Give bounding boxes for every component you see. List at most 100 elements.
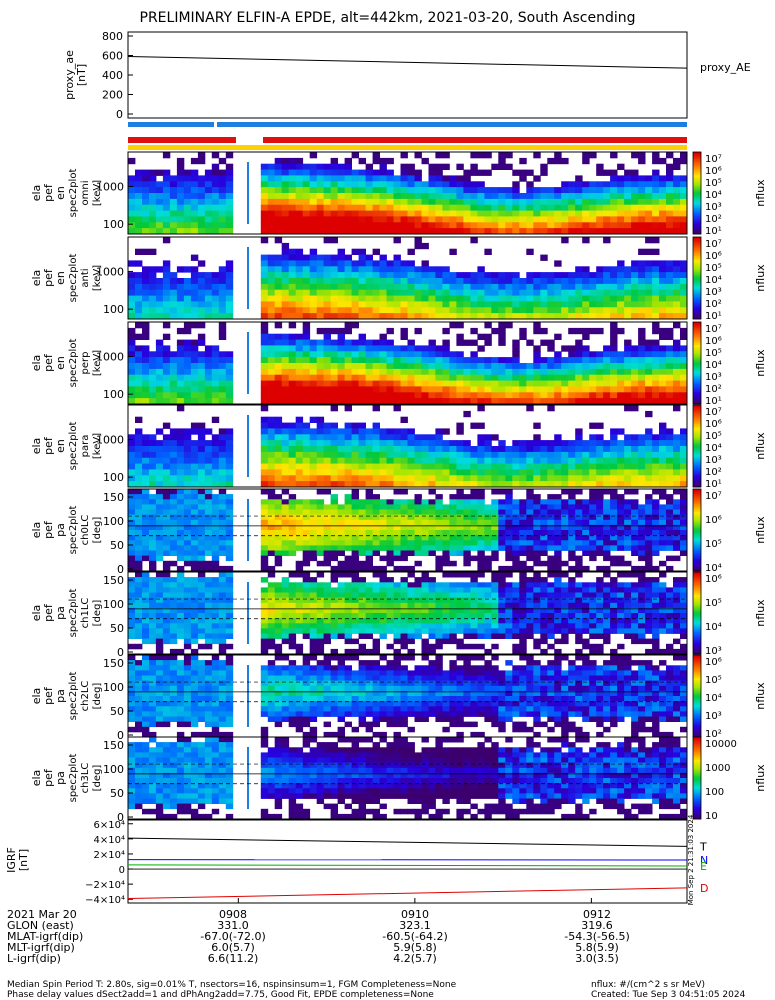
igrf-tick-label: −2×10⁴ — [85, 880, 125, 891]
spectrogram-ylabel: en — [54, 356, 67, 370]
orbit-row-value: 0908 — [219, 908, 247, 921]
spectrogram-tick-label: 50 — [110, 705, 124, 718]
proxy-ae-tick-label: 400 — [102, 69, 123, 82]
orbit-row-label: MLT-igrf(dip) — [7, 941, 75, 954]
footer-line-1: Median Spin Period T: 2.80s, sig=0.01% T… — [7, 980, 457, 990]
igrf-tick-label: −4×10⁴ — [85, 895, 125, 906]
colorbar-5 — [692, 571, 702, 655]
igrf-tick-label: 2×10⁴ — [94, 850, 125, 861]
spectrogram-tick-label: 150 — [103, 491, 124, 504]
spectrogram-ylabel: [deg] — [92, 765, 103, 792]
spectrogram-ylabel: pef — [42, 353, 55, 372]
spectrogram-tick-label: 100 — [103, 598, 124, 611]
colorbar-2 — [692, 321, 702, 405]
proxy-ae-tick-label: 0 — [116, 108, 123, 121]
status-bar-red-1 — [128, 137, 236, 143]
spectrogram-ylabel: ela — [30, 522, 43, 539]
spectrogram-ylabel: [deg] — [92, 600, 103, 627]
colorbar-tick-label: 10² — [705, 214, 722, 225]
igrf-tick-label: 0 — [119, 865, 125, 876]
colorbar-frame — [692, 571, 702, 655]
spectrogram-ylabel: pef — [42, 436, 55, 455]
colorbar-label: nflux — [754, 764, 767, 792]
spectrogram-tick-label: 100 — [103, 471, 124, 484]
colorbar-tick-label: 10⁶ — [705, 419, 722, 430]
spectrogram-tick-label: 100 — [103, 303, 124, 316]
colorbar-tick-label: 10³ — [705, 372, 722, 383]
orbit-row-value: 323.1 — [399, 919, 431, 932]
orbit-row-value: 0912 — [583, 908, 611, 921]
igrf-legend-N: N — [700, 854, 708, 867]
igrf-line-T — [127, 837, 688, 847]
spectrogram-frame-2 — [127, 321, 688, 405]
colorbar-frame — [692, 236, 702, 320]
orbit-row-value: 3.0(3.5) — [575, 952, 619, 965]
spectrogram-frame-0 — [127, 151, 688, 235]
spectrogram-panel-6 — [128, 655, 688, 738]
spectrogram-ylabel: pef — [42, 268, 55, 287]
spectrogram-ylabel: en — [54, 271, 67, 285]
colorbar-tick-label: 10⁶ — [705, 336, 722, 347]
colorbar-tick-label: 10⁶ — [705, 574, 722, 585]
spectrogram-tick-label: 0 — [117, 729, 124, 742]
colorbar-tick-label: 10⁵ — [705, 263, 722, 274]
spectrogram-ylabel: [keV] — [92, 265, 103, 291]
igrf-tick-label: 6×10⁴ — [94, 820, 125, 831]
colorbar-tick-label: 10⁴ — [705, 622, 722, 633]
spectrogram-frame-4 — [127, 488, 688, 572]
orbit-row-value: 5.9(5.8) — [393, 941, 437, 954]
spectrogram-ylabel: ela — [30, 270, 43, 287]
spectrogram-ylabel: [keV] — [92, 433, 103, 459]
orbit-row-value: 331.0 — [217, 919, 249, 932]
spectrogram-panel-2 — [128, 322, 688, 405]
orbit-row-label: L-igrf(dip) — [7, 952, 61, 965]
spectrogram-ylabel: pef — [42, 520, 55, 539]
colorbar-tick-label: 10² — [705, 299, 722, 310]
spectrogram-ylabel: [keV] — [92, 350, 103, 376]
spectrogram-ylabel: ela — [30, 355, 43, 372]
colorbar-tick-label: 10⁵ — [705, 178, 722, 189]
colorbar-tick-label: 10¹ — [705, 311, 722, 322]
colorbar-frame — [692, 736, 702, 820]
spectrogram-frame-5 — [127, 571, 688, 655]
colorbar-tick-label: 10⁶ — [705, 166, 722, 177]
orbit-row-value: 319.6 — [581, 919, 613, 932]
colorbar-tick-label: 10⁵ — [705, 431, 722, 442]
colorbar-tick-label: 10⁴ — [705, 275, 722, 286]
spectrogram-ylabel: ch1LC — [80, 598, 91, 629]
spectrogram-ylabel: ela — [30, 605, 43, 622]
spectrogram-frame-3 — [127, 404, 688, 488]
colorbar-tick-label: 10⁴ — [705, 563, 722, 574]
spectrogram-tick-label: 50 — [110, 539, 124, 552]
proxy-ae-ylabel: [nT] — [75, 64, 88, 86]
igrf-line-D — [127, 887, 688, 899]
spectrogram-ylabel: spec2plot — [68, 254, 79, 303]
orbit-row-value: 4.2(5.7) — [393, 952, 437, 965]
colorbar-label: nflux — [754, 179, 767, 207]
colorbar-tick-label: 10³ — [705, 646, 722, 657]
colorbar-tick-label: 10¹ — [705, 226, 722, 237]
spectrogram-tick-label: 100 — [103, 388, 124, 401]
orbit-row-value: -54.3(-56.5) — [564, 930, 630, 943]
colorbar-0 — [692, 151, 702, 235]
proxy-ae-tick-label: 800 — [102, 30, 123, 43]
spectrogram-ylabel: anti — [80, 268, 91, 287]
spectrogram-panel-5 — [128, 572, 688, 655]
colorbar-tick-label: 10⁶ — [705, 251, 722, 262]
colorbar-tick-label: 10² — [705, 729, 722, 740]
orbit-row-value: 6.0(5.7) — [211, 941, 255, 954]
proxy-ae-ylabel: proxy_ae — [63, 50, 76, 100]
spectrogram-ylabel: pef — [42, 768, 55, 787]
proxy-ae-line — [127, 55, 688, 69]
spectrogram-ylabel: pa — [54, 771, 67, 785]
orbit-row-value: -60.5(-64.2) — [382, 930, 448, 943]
spectrogram-panel-7 — [128, 737, 688, 820]
spectrogram-panel-0 — [128, 152, 688, 235]
spectrogram-tick-label: 100 — [103, 763, 124, 776]
colorbar-tick-label: 10⁴ — [705, 443, 722, 454]
colorbar-label: nflux — [754, 432, 767, 460]
spectrogram-ylabel: [keV] — [92, 180, 103, 206]
colorbar-tick-label: 10³ — [705, 455, 722, 466]
colorbar-tick-label: 10⁶ — [705, 657, 722, 668]
